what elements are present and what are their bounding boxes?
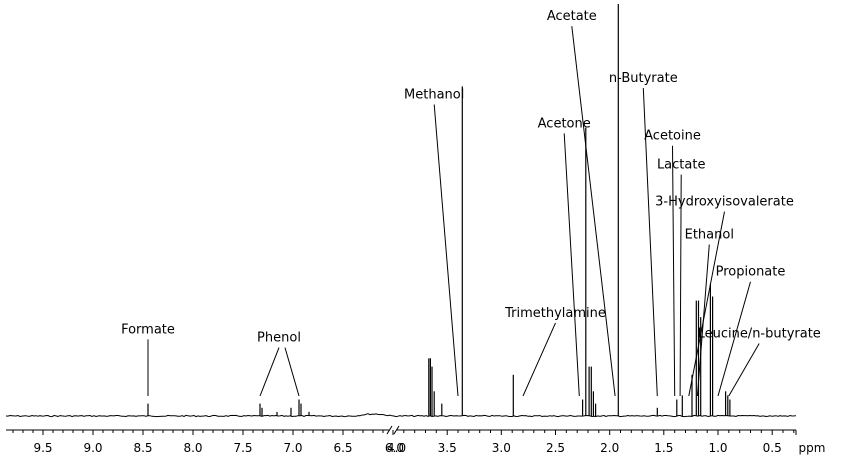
axis-break-mark xyxy=(386,425,393,435)
annotation-label: Propionate xyxy=(716,265,786,280)
x-tick-label: 1.0 xyxy=(708,441,727,455)
annotation-leader xyxy=(672,145,676,397)
annotation-label: Methanol xyxy=(404,88,464,103)
annotation-label: Acetoine xyxy=(644,129,701,144)
annotation-leader xyxy=(728,343,760,397)
annotation-label: Ethanol xyxy=(685,228,734,243)
x-tick-label: 8.5 xyxy=(133,441,152,455)
x-tick-label: 6.0 xyxy=(385,441,404,455)
annotation-label: Phenol xyxy=(257,331,301,346)
annotation-label: Acetate xyxy=(547,9,597,24)
annotation-label: Acetone xyxy=(538,116,591,131)
annotation-leader xyxy=(717,281,751,397)
annotation-leader xyxy=(679,174,682,397)
annotation-label: Lactate xyxy=(657,158,706,173)
x-tick-label: 2.5 xyxy=(546,441,565,455)
x-tick-label: 4.0 xyxy=(387,441,406,455)
annotation-leader xyxy=(259,347,280,397)
x-tick-label: 0.5 xyxy=(763,441,782,455)
annotation-leader xyxy=(522,322,556,397)
x-tick-label: 2.0 xyxy=(600,441,619,455)
x-tick-label: 3.0 xyxy=(492,441,511,455)
annotation-label: n-Butyrate xyxy=(609,71,678,86)
annotation-leader xyxy=(688,211,725,397)
x-tick-label: 9.5 xyxy=(33,441,52,455)
axis-break-mark xyxy=(393,425,400,435)
annotation-leader xyxy=(433,104,459,397)
annotation-leader xyxy=(571,26,616,397)
x-axis-unit-label: ppm xyxy=(799,441,826,455)
annotation-leader xyxy=(563,133,580,397)
x-tick-label: 6.5 xyxy=(333,441,352,455)
annotation-label: Formate xyxy=(121,322,175,337)
x-tick-label: 3.5 xyxy=(438,441,457,455)
x-axis: 9.5 9.0 8.5 8.0 7.5 7.0 6.5 6.04.0 3.5 3.0 2.5 2.0 1… xyxy=(6,425,826,455)
annotation-label: Leucine/n-butyrate xyxy=(698,327,821,342)
annotation-leader xyxy=(642,87,658,397)
annotation-label: 3-Hydroxyisovalerate xyxy=(655,195,794,210)
x-tick-label: 8.0 xyxy=(183,441,202,455)
spectrum-layer xyxy=(5,4,797,418)
annotation-layer: Formate Phenol Methanol Trimethylamine Aceto… xyxy=(121,9,821,397)
x-tick-label: 1.5 xyxy=(654,441,673,455)
x-tick-label: 9.0 xyxy=(83,441,102,455)
annotation-label: Trimethylamine xyxy=(504,306,606,321)
annotation-leader xyxy=(696,244,710,397)
x-tick-label: 7.5 xyxy=(233,441,252,455)
x-tick-label: 7.0 xyxy=(283,441,302,455)
spectrum-baseline xyxy=(5,413,797,418)
annotation-leader xyxy=(284,347,300,397)
